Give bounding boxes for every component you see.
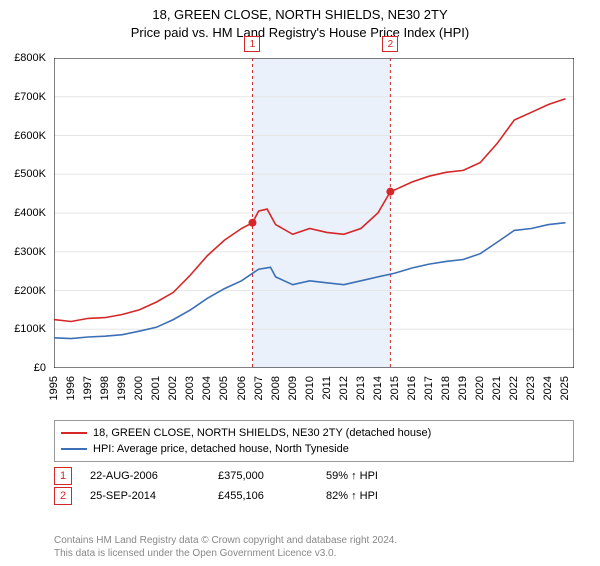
x-tick-label: 2007	[253, 376, 265, 400]
sale-price: £455,106	[218, 490, 308, 502]
x-tick-label: 2010	[304, 376, 316, 400]
y-tick-label: £600K	[14, 130, 46, 142]
sale-date: 22-AUG-2006	[90, 470, 200, 482]
sale-marker-badge: 1	[244, 36, 260, 52]
y-axis-labels: £0£100K£200K£300K£400K£500K£600K£700K£80…	[0, 58, 50, 368]
chart-svg	[54, 58, 574, 368]
legend-row: HPI: Average price, detached house, Nort…	[61, 441, 567, 457]
sale-hpi-note: 59% ↑ HPI	[326, 470, 378, 482]
x-tick-label: 2024	[542, 376, 554, 400]
x-tick-label: 2002	[167, 376, 179, 400]
x-axis-labels: 1995199619971998199920002001200220032004…	[54, 372, 574, 416]
x-tick-label: 2012	[338, 376, 350, 400]
footer-attribution: Contains HM Land Registry data © Crown c…	[54, 534, 574, 560]
x-tick-label: 2008	[270, 376, 282, 400]
title-line-1: 18, GREEN CLOSE, NORTH SHIELDS, NE30 2TY	[0, 6, 600, 24]
footer-line-1: Contains HM Land Registry data © Crown c…	[54, 534, 574, 547]
x-tick-label: 1997	[82, 376, 94, 400]
x-tick-label: 2009	[287, 376, 299, 400]
x-tick-label: 2021	[491, 376, 503, 400]
legend: 18, GREEN CLOSE, NORTH SHIELDS, NE30 2TY…	[54, 420, 574, 462]
legend-swatch	[61, 448, 87, 450]
x-tick-label: 2014	[372, 376, 384, 400]
sale-number-badge: 2	[54, 487, 72, 505]
x-tick-label: 1995	[48, 376, 60, 400]
x-tick-label: 2001	[150, 376, 162, 400]
y-tick-label: £0	[34, 362, 46, 374]
sales-table: 1 22-AUG-2006 £375,000 59% ↑ HPI 2 25-SEP-201…	[54, 466, 574, 506]
x-tick-label: 2023	[525, 376, 537, 400]
x-tick-label: 2022	[508, 376, 520, 400]
x-tick-label: 2006	[236, 376, 248, 400]
sale-marker-badge: 2	[382, 36, 398, 52]
x-tick-label: 2025	[559, 376, 571, 400]
x-tick-label: 2005	[218, 376, 230, 400]
footer-line-2: This data is licensed under the Open Gov…	[54, 547, 574, 560]
y-tick-label: £200K	[14, 285, 46, 297]
legend-label: 18, GREEN CLOSE, NORTH SHIELDS, NE30 2TY…	[93, 427, 431, 439]
sale-number-badge: 1	[54, 467, 72, 485]
chart-title: 18, GREEN CLOSE, NORTH SHIELDS, NE30 2TY…	[0, 6, 600, 41]
y-tick-label: £400K	[14, 207, 46, 219]
legend-label: HPI: Average price, detached house, Nort…	[93, 443, 349, 455]
x-tick-label: 2003	[184, 376, 196, 400]
title-line-2: Price paid vs. HM Land Registry's House …	[0, 24, 600, 42]
y-tick-label: £500K	[14, 168, 46, 180]
sale-row: 1 22-AUG-2006 £375,000 59% ↑ HPI	[54, 466, 574, 486]
sale-row: 2 25-SEP-2014 £455,106 82% ↑ HPI	[54, 486, 574, 506]
x-tick-label: 2000	[133, 376, 145, 400]
x-tick-label: 2019	[457, 376, 469, 400]
y-tick-label: £100K	[14, 323, 46, 335]
chart-container: { "title_line1": "18, GREEN CLOSE, NORTH…	[0, 6, 600, 566]
x-tick-label: 2011	[321, 376, 333, 400]
x-tick-label: 2020	[474, 376, 486, 400]
y-tick-label: £800K	[14, 52, 46, 64]
x-tick-label: 2016	[406, 376, 418, 400]
y-tick-label: £700K	[14, 91, 46, 103]
legend-swatch	[61, 432, 87, 434]
x-tick-label: 1998	[99, 376, 111, 400]
x-tick-label: 1999	[116, 376, 128, 400]
sale-hpi-note: 82% ↑ HPI	[326, 490, 378, 502]
sale-price: £375,000	[218, 470, 308, 482]
x-tick-label: 2018	[440, 376, 452, 400]
x-tick-label: 2015	[389, 376, 401, 400]
x-tick-label: 2004	[201, 376, 213, 400]
x-tick-label: 2013	[355, 376, 367, 400]
legend-row: 18, GREEN CLOSE, NORTH SHIELDS, NE30 2TY…	[61, 425, 567, 441]
y-tick-label: £300K	[14, 246, 46, 258]
x-tick-label: 1996	[65, 376, 77, 400]
sale-date: 25-SEP-2014	[90, 490, 200, 502]
x-tick-label: 2017	[423, 376, 435, 400]
chart-plot-area: 12	[54, 58, 574, 368]
